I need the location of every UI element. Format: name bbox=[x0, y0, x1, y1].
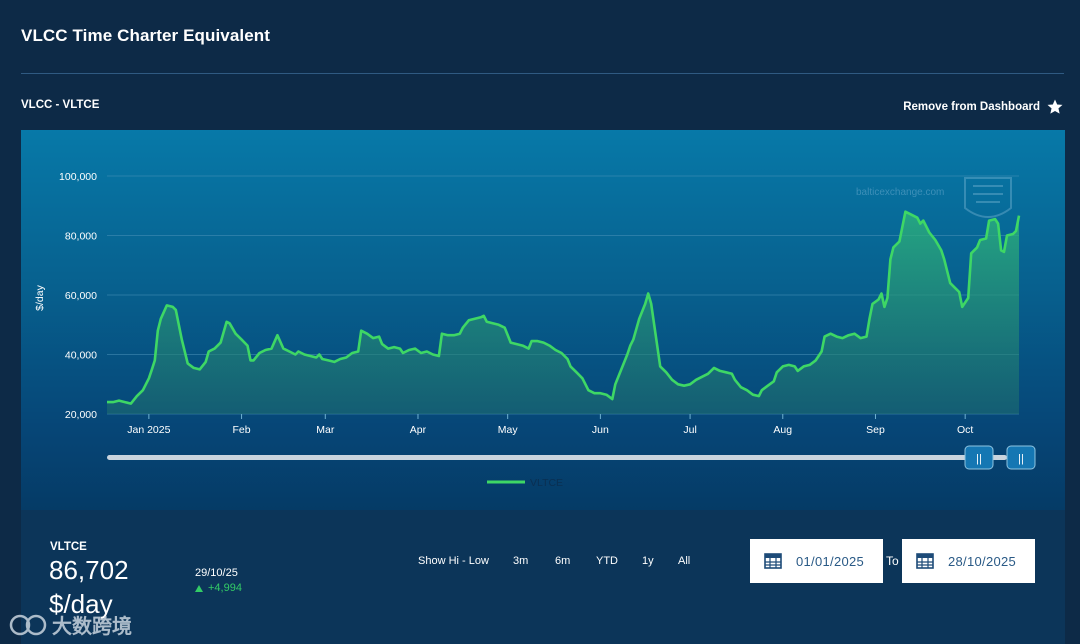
summary-change: +4,994 bbox=[195, 582, 242, 594]
navigator-handle-grip: || bbox=[976, 453, 982, 465]
chart-label: VLCC - VLTCE bbox=[21, 99, 100, 111]
y-tick-label: 40,000 bbox=[65, 350, 97, 362]
navigator-handle-box bbox=[1006, 445, 1036, 470]
summary-area bbox=[21, 510, 1065, 644]
legend-item-vltce[interactable]: VLTCE bbox=[487, 477, 563, 489]
up-triangle-icon bbox=[195, 584, 203, 592]
series-line-vltce bbox=[107, 210, 1021, 405]
overlay-watermark-text: 大数跨境 bbox=[52, 616, 132, 638]
remove-from-dashboard-button[interactable]: Remove from Dashboard bbox=[903, 98, 1064, 116]
watermark-logo-icon bbox=[9, 614, 47, 635]
navigator-handle-grip: || bbox=[1018, 453, 1024, 465]
navigator-handle-right[interactable]: || bbox=[1006, 445, 1036, 470]
y-tick-label: 100,000 bbox=[59, 171, 97, 183]
navigator-track bbox=[107, 455, 1007, 460]
range-show-hi-low[interactable]: Show Hi - Low bbox=[418, 555, 489, 567]
baltic-logo-icon bbox=[964, 177, 1012, 218]
navigator-handle-box bbox=[964, 445, 994, 470]
calendar-icon bbox=[916, 553, 934, 569]
range-1y[interactable]: 1y bbox=[642, 555, 654, 567]
calendar-icon bbox=[764, 553, 782, 569]
x-tick-label: May bbox=[498, 424, 519, 436]
chart-panel: balticexchange.com 20,000 40,000 60,000 80,… bbox=[21, 130, 1065, 510]
x-tick-label: Apr bbox=[410, 424, 427, 436]
page-title: VLCC Time Charter Equivalent bbox=[21, 26, 271, 45]
series-area-vltce bbox=[107, 211, 1019, 414]
navigator-handle-left[interactable]: || bbox=[964, 445, 994, 470]
y-tick-label: 60,000 bbox=[65, 290, 97, 302]
title-divider bbox=[21, 73, 1064, 74]
x-tick-label: Jul bbox=[683, 424, 696, 436]
x-tick-label: Oct bbox=[957, 424, 973, 436]
date-to-label: To bbox=[886, 554, 899, 568]
range-all[interactable]: All bbox=[678, 555, 691, 567]
range-6m[interactable]: 6m bbox=[555, 555, 571, 567]
range-ytd[interactable]: YTD bbox=[596, 555, 618, 567]
summary-change-value: +4,994 bbox=[208, 582, 242, 594]
summary-value: 86,702 bbox=[49, 555, 129, 585]
summary-series-name: VLTCE bbox=[50, 541, 87, 553]
x-tick-label: Feb bbox=[233, 424, 251, 436]
overlay-watermark: 大数跨境 bbox=[8, 610, 132, 639]
x-tick-label: Jun bbox=[592, 424, 609, 436]
x-tick-label: Sep bbox=[866, 424, 885, 436]
date-from-value: 01/01/2025 bbox=[796, 553, 865, 569]
summary-date: 29/10/25 bbox=[195, 567, 238, 579]
legend-label: VLTCE bbox=[530, 477, 563, 489]
chart-svg: balticexchange.com 20,000 40,000 60,000 80,… bbox=[34, 171, 1036, 489]
x-tick-label: Jan 2025 bbox=[127, 424, 170, 436]
date-from-field[interactable]: 01/01/2025 bbox=[750, 539, 883, 583]
summary-unit: $/day bbox=[49, 589, 113, 619]
remove-from-dashboard-label: Remove from Dashboard bbox=[903, 101, 1040, 113]
x-tick-label: Aug bbox=[773, 424, 792, 436]
star-icon bbox=[1047, 99, 1063, 114]
date-to-value: 28/10/2025 bbox=[948, 553, 1017, 569]
y-axis-label: $/day bbox=[34, 284, 46, 310]
range-3m[interactable]: 3m bbox=[513, 555, 529, 567]
date-to-field[interactable]: 28/10/2025 bbox=[902, 539, 1035, 583]
chart-watermark-text: balticexchange.com bbox=[856, 187, 944, 198]
y-tick-label: 20,000 bbox=[65, 409, 97, 421]
y-tick-label: 80,000 bbox=[65, 231, 97, 243]
x-tick-label: Mar bbox=[316, 424, 335, 436]
